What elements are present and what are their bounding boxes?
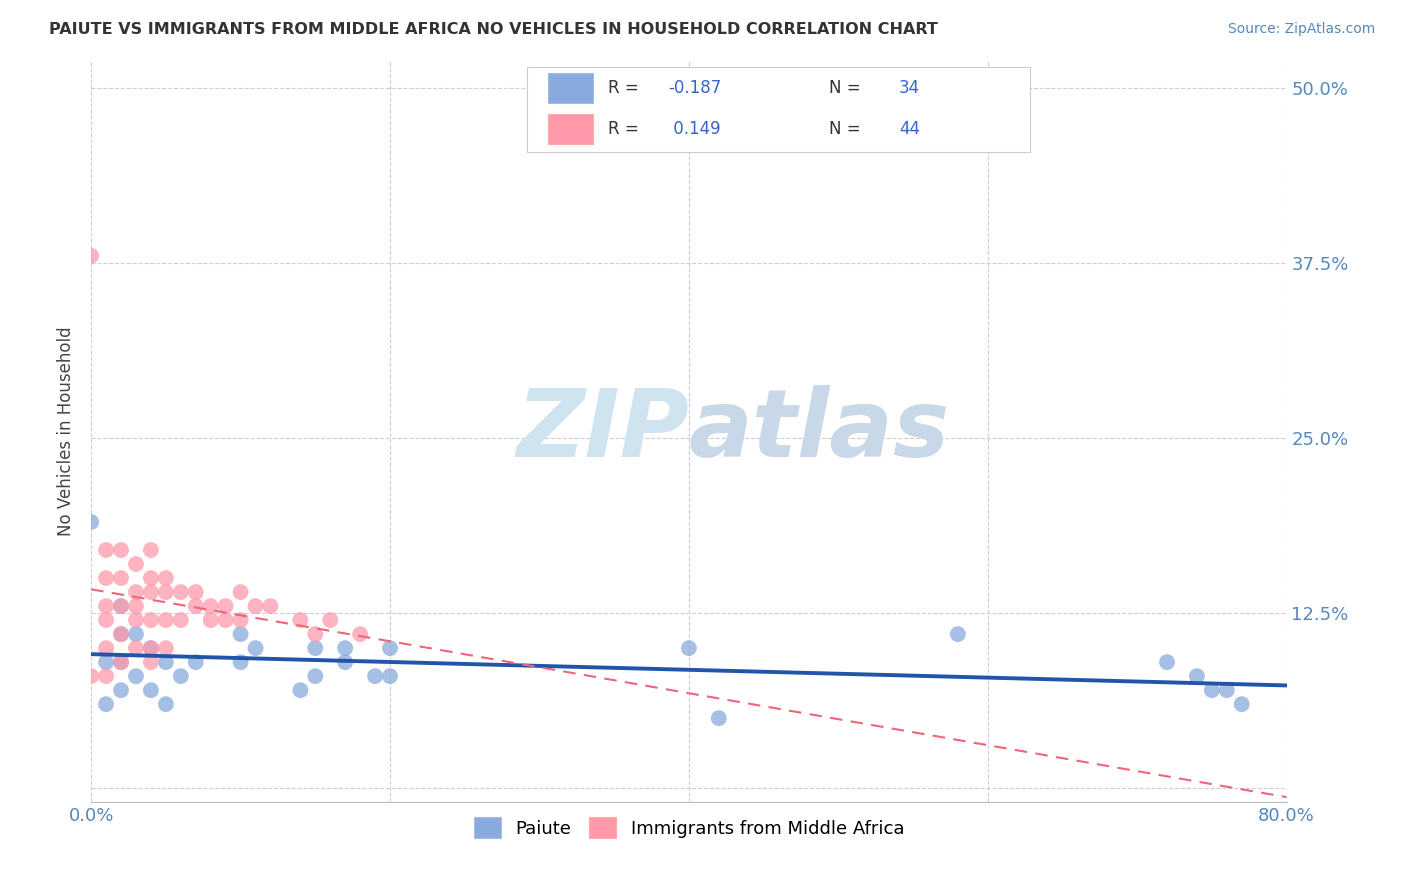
Point (110, 683, 132, 698)
Point (170, 669, 193, 683)
Point (304, 627, 326, 641)
Point (170, 585, 193, 599)
Point (110, 627, 132, 641)
Point (1156, 655, 1178, 669)
Point (80, 249, 103, 263)
Point (139, 641, 162, 656)
Point (110, 655, 132, 669)
Point (110, 599, 132, 613)
Point (229, 627, 252, 641)
Point (245, 641, 267, 656)
Point (155, 641, 177, 656)
Point (378, 641, 401, 656)
Point (110, 655, 132, 669)
Point (94, 613, 117, 627)
Point (125, 557, 148, 571)
Point (155, 585, 177, 599)
Point (94, 599, 117, 613)
Point (290, 613, 312, 627)
Point (1216, 683, 1239, 698)
Text: Source: ZipAtlas.com: Source: ZipAtlas.com (1227, 22, 1375, 37)
Point (304, 641, 326, 656)
Point (1201, 683, 1223, 698)
Point (94, 571, 117, 585)
Point (125, 627, 148, 641)
Point (349, 627, 371, 641)
Point (110, 543, 132, 558)
Point (125, 599, 148, 613)
Point (94, 655, 117, 669)
Point (94, 641, 117, 656)
Point (139, 571, 162, 585)
Text: atlas: atlas (689, 385, 950, 477)
Point (139, 613, 162, 627)
Point (214, 599, 236, 613)
Y-axis label: No Vehicles in Household: No Vehicles in Household (58, 326, 75, 536)
Point (707, 711, 730, 725)
Point (245, 599, 267, 613)
Point (139, 543, 162, 558)
Point (155, 697, 177, 711)
Point (125, 641, 148, 656)
Point (155, 613, 177, 627)
Point (259, 599, 281, 613)
Point (139, 655, 162, 669)
Point (335, 641, 357, 656)
Point (110, 571, 132, 585)
Text: PAIUTE VS IMMIGRANTS FROM MIDDLE AFRICA NO VEHICLES IN HOUSEHOLD CORRELATION CHA: PAIUTE VS IMMIGRANTS FROM MIDDLE AFRICA … (49, 22, 938, 37)
Point (125, 669, 148, 683)
Point (946, 627, 969, 641)
Point (80, 515, 103, 529)
Point (155, 655, 177, 669)
Point (139, 683, 162, 698)
Point (200, 599, 222, 613)
Point (110, 599, 132, 613)
Point (290, 683, 312, 698)
Point (155, 571, 177, 585)
Point (1185, 669, 1208, 683)
Point (378, 669, 401, 683)
Point (335, 655, 357, 669)
Point (184, 655, 207, 669)
Point (319, 613, 342, 627)
Point (125, 585, 148, 599)
Point (170, 613, 193, 627)
Point (139, 585, 162, 599)
Text: ZIP: ZIP (516, 385, 689, 477)
Point (184, 599, 207, 613)
Point (364, 669, 387, 683)
Point (214, 613, 236, 627)
Point (94, 697, 117, 711)
Point (94, 543, 117, 558)
Point (200, 613, 222, 627)
Point (229, 585, 252, 599)
Point (80, 669, 103, 683)
Point (125, 613, 148, 627)
Point (184, 585, 207, 599)
Point (139, 641, 162, 656)
Point (110, 627, 132, 641)
Point (94, 669, 117, 683)
Point (229, 613, 252, 627)
Point (678, 641, 700, 656)
Point (1230, 697, 1253, 711)
Point (229, 655, 252, 669)
Legend: Paiute, Immigrants from Middle Africa: Paiute, Immigrants from Middle Africa (467, 810, 911, 846)
Point (304, 669, 326, 683)
